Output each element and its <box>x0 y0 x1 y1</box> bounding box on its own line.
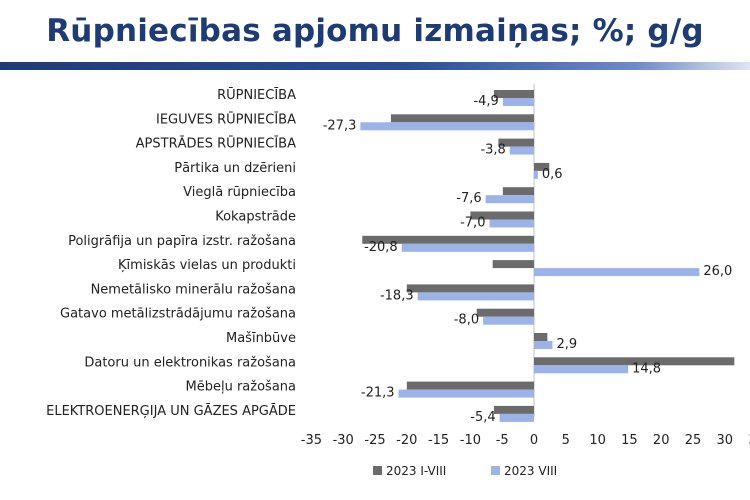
category-label: Vieglā rūpniecība <box>183 185 296 200</box>
bar-series1 <box>493 405 534 414</box>
x-tick-label: -5 <box>496 433 509 448</box>
data-label: 26,0 <box>703 264 732 279</box>
data-label: 0,6 <box>542 167 563 182</box>
data-label: -21,3 <box>361 386 395 401</box>
bar-series1 <box>498 138 534 147</box>
bar-series2 <box>401 243 534 252</box>
data-label: -4,9 <box>473 94 498 109</box>
x-tick-label: 5 <box>562 433 570 448</box>
category-label: IEGUVES RŪPNIECĪBA <box>156 112 296 127</box>
bar-series1 <box>534 357 735 366</box>
x-tick-label: 15 <box>621 433 638 448</box>
bar-series2 <box>489 219 534 228</box>
bar-series2 <box>485 195 534 204</box>
x-tick-label: 35 <box>748 433 750 448</box>
x-tick-label: -25 <box>364 433 385 448</box>
category-label: Gatavo metālizstrādājumu ražošana <box>60 307 296 322</box>
category-label: Datoru un elektronikas ražošana <box>84 355 296 370</box>
title-band <box>0 62 750 70</box>
bar-series1 <box>362 235 534 244</box>
data-label: 2,9 <box>556 337 577 352</box>
bar-series2 <box>509 146 534 155</box>
bar-series1 <box>534 333 548 341</box>
data-label: -3,8 <box>480 143 505 158</box>
data-label: -18,3 <box>380 288 414 303</box>
category-label: Nemetālisko minerālu ražošana <box>91 282 296 297</box>
bar-series1 <box>470 211 534 220</box>
bar-series1 <box>406 381 534 390</box>
x-tick-label: 25 <box>685 433 702 448</box>
x-tick-label: 10 <box>589 433 606 448</box>
category-label: RŪPNIECĪBA <box>217 88 296 103</box>
data-label: 14,8 <box>632 361 661 376</box>
bar-series1 <box>493 90 534 98</box>
bar-series2 <box>499 413 534 422</box>
x-tick-label: -15 <box>428 433 449 448</box>
x-tick-label: -30 <box>333 433 354 448</box>
category-label: Mēbeļu ražošana <box>186 380 296 395</box>
bar-series2 <box>417 292 534 301</box>
x-tick-label: -35 <box>301 433 322 448</box>
category-label: APSTRĀDES RŪPNIECĪBA <box>136 137 296 152</box>
legend-label: 2023 VIII <box>504 464 557 478</box>
bar-chart: RŪPNIECĪBA -4,9 IEGUVES RŪPNIECĪBA -27,3 APS… <box>46 84 750 478</box>
bar-series2 <box>534 170 538 179</box>
legend-swatch-1 <box>373 466 382 475</box>
bar-series2 <box>483 316 534 325</box>
bar-series1 <box>390 114 534 123</box>
data-label: -7,0 <box>460 216 485 231</box>
data-label: -7,6 <box>456 191 481 206</box>
bar-series2 <box>360 122 534 131</box>
category-label: Kokapstrāde <box>215 210 296 225</box>
bar-series2 <box>534 341 553 349</box>
category-label: Mašīnbūve <box>226 331 296 346</box>
bar-series1 <box>406 284 534 293</box>
bar-series2 <box>534 268 700 277</box>
x-tick-label: -20 <box>396 433 417 448</box>
data-label: -27,3 <box>323 118 357 133</box>
category-label: Pārtika un dzērieni <box>174 161 296 176</box>
legend-swatch-2 <box>491 466 500 475</box>
x-tick-label: 30 <box>717 433 734 448</box>
bar-series1 <box>534 162 550 171</box>
bar-series1 <box>492 260 534 269</box>
legend-label: 2023 I-VIII <box>386 464 446 478</box>
data-label: -5,4 <box>470 410 495 425</box>
category-label: ELEKTROENERĢIJA UN GĀZES APGĀDE <box>46 404 296 419</box>
page-title: Rūpniecības apjomu izmaiņas; %; g/g <box>46 13 704 49</box>
x-tick-label: 0 <box>530 433 538 448</box>
x-tick-label: -10 <box>460 433 481 448</box>
x-tick-label: 20 <box>653 433 670 448</box>
bar-series2 <box>502 98 534 106</box>
bar-series2 <box>398 389 534 398</box>
category-label: Ķīmiskās vielas un produkti <box>118 258 296 273</box>
bar-series2 <box>534 365 629 374</box>
category-label: Poligrāfija un papīra izstr. ražošana <box>68 234 296 249</box>
bar-series1 <box>502 187 534 196</box>
data-label: -20,8 <box>364 240 398 255</box>
data-label: -8,0 <box>454 313 479 328</box>
bar-series1 <box>476 308 534 317</box>
